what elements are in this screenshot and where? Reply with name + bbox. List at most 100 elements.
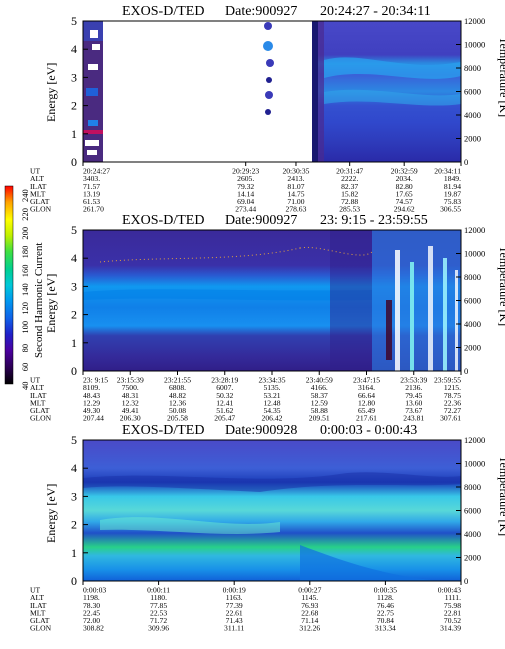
y2tick-label: 10000 <box>464 249 485 259</box>
ephemeris-value: 205.58 <box>167 414 188 423</box>
ytick-label: 2 <box>71 308 77 322</box>
ephemeris-value: 205.47 <box>214 414 235 423</box>
ephemeris-value: 20:24:27 <box>83 167 110 176</box>
ephemeris-value: 23:40:59 <box>306 376 333 385</box>
ephemeris-value: 308.82 <box>83 624 104 633</box>
ephemeris-value: 23:34:35 <box>258 376 285 385</box>
ephemeris-value: 3403. <box>83 174 100 183</box>
ephemeris-value: 23:53:39 <box>400 376 427 385</box>
ephemeris-value: 20:31:47 <box>336 167 363 176</box>
ephemeris-value: 66.64 <box>358 391 375 400</box>
ephemeris-row-label: GLON <box>30 624 52 633</box>
y2tick-label: 8000 <box>464 63 481 73</box>
ephemeris-value: 69.04 <box>237 197 254 206</box>
y2tick-label: 4000 <box>464 529 481 539</box>
ephemeris-row-label: GLAT <box>30 616 50 625</box>
y2tick-label: 2000 <box>464 343 481 353</box>
ephemeris-value: 15.82 <box>341 189 358 198</box>
ephemeris-value: 0:00:03 <box>83 586 106 595</box>
ephemeris-value: 2034. <box>396 174 413 183</box>
y2tick-label: 10000 <box>464 459 485 469</box>
ephemeris-value: 72.27 <box>444 406 461 415</box>
panel-1-axes: Energy [eV] Temperature [K] 0 1 2 3 4 5 0 2000… <box>44 14 505 169</box>
ephemeris-row-label: MLT <box>30 189 46 198</box>
ytick-label: 1 <box>71 127 77 141</box>
ephemeris-value: 0:00:43 <box>438 586 461 595</box>
ephemeris-value: 13.19 <box>83 189 100 198</box>
ytick-label: 3 <box>71 279 77 293</box>
ephemeris-value: 17.65 <box>396 189 413 198</box>
ephemeris-value: 13.60 <box>405 398 422 407</box>
panel-2-title: EXOS-D/TED Date:900927 23: 9:15 - 23:59:… <box>122 213 428 228</box>
ephemeris-row-label: UT <box>30 167 40 176</box>
colorbar-tick-label: 200 <box>20 227 30 240</box>
panel-1-y2ticks: 0 2000 4000 6000 8000 10000 12000 <box>456 16 485 167</box>
ephemeris-row-label: UT <box>30 376 40 385</box>
ephemeris-value: 76.46 <box>377 601 394 610</box>
panel-1-title-date: Date:900927 <box>225 4 297 19</box>
y2tick-label: 6000 <box>464 506 481 516</box>
ephemeris-value: 6808. <box>169 383 186 392</box>
ephemeris-value: 7500. <box>122 383 139 392</box>
panel-2-yticks: 0 1 2 3 4 5 <box>71 223 88 378</box>
ephemeris-value: 20:29:23 <box>232 167 259 176</box>
colorbar-tick-label: 160 <box>20 264 30 277</box>
ephemeris-value: 81.07 <box>287 182 304 191</box>
ephemeris-value: 207.44 <box>83 414 104 423</box>
ephemeris-value: 206.42 <box>262 414 283 423</box>
ytick-label: 2 <box>71 518 77 532</box>
ephemeris-value: 81.94 <box>444 182 461 191</box>
ephemeris-value: 75.83 <box>444 197 461 206</box>
ephemeris-value: 1849. <box>444 174 461 183</box>
ephemeris-value: 5135. <box>263 383 280 392</box>
panel-3-y2label: Temperature [K] <box>497 456 505 536</box>
y2tick-label: 12000 <box>464 16 485 26</box>
ephemeris-value: 1180. <box>150 593 167 602</box>
panel-3-ephemeris: UTALTILATMLTGLATGLON0:00:031198.78.3022.… <box>30 581 462 633</box>
ephemeris-value: 78.75 <box>444 391 461 400</box>
ephemeris-value: 23:59:55 <box>434 376 461 385</box>
ephemeris-row-label: ILAT <box>30 182 47 191</box>
ephemeris-value: 313.34 <box>375 624 396 633</box>
colorbar-tick-label: 100 <box>20 321 30 334</box>
y2tick-label: 0 <box>464 366 468 376</box>
ephemeris-value: 2413. <box>287 174 304 183</box>
ephemeris-row-label: MLT <box>30 608 46 617</box>
ephemeris-value: 71.14 <box>301 616 318 625</box>
ephemeris-value: 217.61 <box>356 414 377 423</box>
ephemeris-value: 2136. <box>405 383 422 392</box>
colorbar-tick-label: 60 <box>20 363 30 372</box>
ephemeris-value: 23:15:39 <box>117 376 144 385</box>
ytick-label: 5 <box>71 223 77 237</box>
ephemeris-value: 0:00:11 <box>147 586 170 595</box>
y2tick-label: 8000 <box>464 482 481 492</box>
panel-2-ylabel: Energy [eV] <box>44 274 58 333</box>
colorbar-scale <box>4 185 14 385</box>
ephemeris-value: 23: 9:15 <box>83 376 108 385</box>
ephemeris-value: 48.82 <box>169 391 186 400</box>
panel-2-title-date: Date:900927 <box>225 213 297 228</box>
ephemeris-value: 6007. <box>216 383 233 392</box>
ephemeris-value: 58.88 <box>311 406 328 415</box>
panel-3-ylabel: Energy [eV] <box>44 484 58 543</box>
ephemeris-value: 72.88 <box>341 197 358 206</box>
ephemeris-value: 1215. <box>444 383 461 392</box>
colorbar-tick-label: 40 <box>20 382 30 391</box>
ephemeris-value: 14.75 <box>287 189 304 198</box>
panel-3-axes: Energy [eV] Temperature [K] 0 1 2 3 4 5 0 2000… <box>44 433 505 588</box>
ephemeris-value: 1111. <box>445 593 461 602</box>
ephemeris-value: 243.81 <box>403 414 424 423</box>
ephemeris-value: 278.63 <box>286 205 307 214</box>
ephemeris-value: 22.45 <box>83 608 100 617</box>
y2tick-label: 0 <box>464 157 468 167</box>
panel-2-y2ticks: 0 2000 4000 6000 8000 10000 12000 <box>456 225 485 376</box>
panel-3-title-date: Date:900928 <box>225 423 297 438</box>
panel-1-title-name: EXOS-D/TED <box>122 4 204 19</box>
ytick-label: 0 <box>71 364 77 378</box>
ephemeris-row-label: GLON <box>30 414 52 423</box>
ytick-label: 4 <box>71 461 77 475</box>
ephemeris-value: 50.32 <box>216 391 233 400</box>
ephemeris-value: 23:47:15 <box>353 376 380 385</box>
